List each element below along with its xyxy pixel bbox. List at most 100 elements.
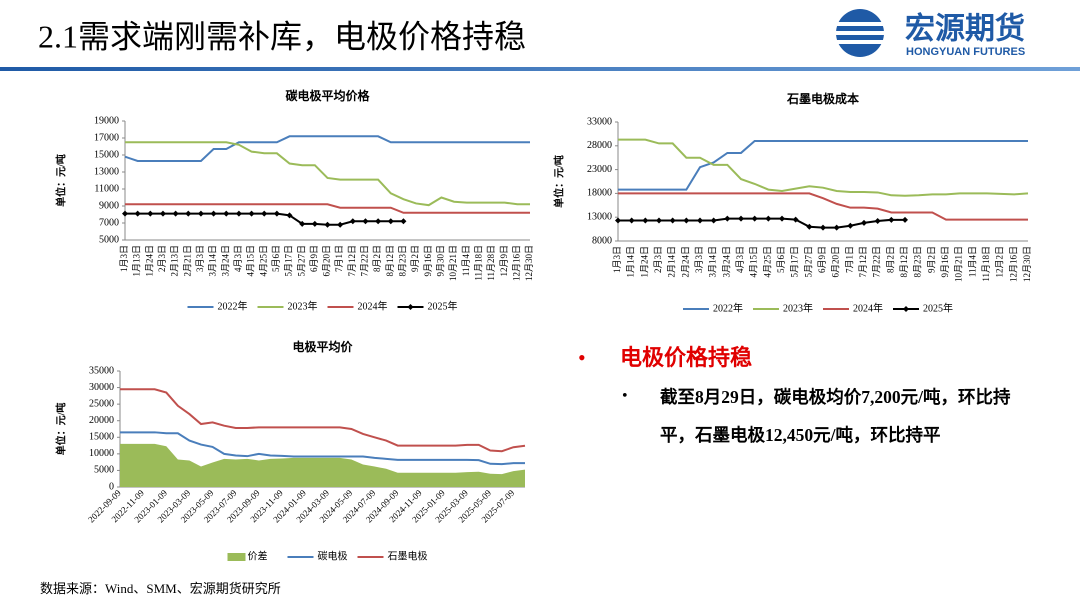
x-tick-label: 8月2日: [372, 245, 382, 272]
y-tick-label: 23000: [587, 164, 612, 175]
legend-swatch: [227, 553, 246, 561]
marker: [299, 220, 306, 227]
legend-label: 2025年: [428, 299, 458, 312]
x-tick-label: 1月3日: [119, 245, 129, 272]
note-heading: 电极价格持稳: [620, 345, 752, 370]
x-tick-label: 5月27日: [803, 246, 813, 278]
y-tick-label: 19000: [94, 115, 119, 126]
marker: [697, 217, 703, 224]
marker: [273, 210, 280, 217]
x-tick-label: 4月15日: [749, 246, 759, 278]
marker: [172, 210, 179, 217]
marker: [223, 210, 230, 217]
source: 数据来源：Wind、SMM、宏源期货研究所: [40, 581, 281, 596]
x-tick-label: 4月15日: [246, 245, 256, 277]
x-tick-label: 6月20日: [322, 245, 332, 277]
marker: [847, 222, 854, 229]
y-tick-label: 0: [109, 481, 114, 492]
x-tick-label: 11月4日: [967, 246, 977, 277]
x-tick-label: 8月2日: [885, 246, 895, 273]
y-tick-label: 33000: [587, 116, 612, 127]
x-tick-label: 11月28日: [486, 245, 496, 281]
x-tick-label: 6月9日: [309, 245, 319, 272]
x-tick-label: 3月14日: [208, 245, 218, 277]
x-tick-label: 7月12日: [347, 245, 357, 277]
x-tick-label: 9月2日: [926, 246, 936, 273]
legend-label: 石墨电极: [388, 549, 428, 562]
marker: [286, 212, 293, 219]
marker: [400, 218, 407, 225]
line: [124, 135, 530, 162]
marker: [387, 218, 394, 225]
x-tick-label: 12月2日: [995, 246, 1005, 278]
marker: [806, 223, 813, 230]
y-tick-label: 5000: [94, 465, 114, 476]
x-tick-label: 10月21日: [448, 245, 458, 281]
y-tick-label: 13000: [587, 211, 612, 222]
y-tick-label: 28000: [587, 140, 612, 151]
x-tick-label: 3月14日: [708, 246, 718, 278]
x-tick-label: 5月17日: [790, 246, 800, 278]
x-tick-label: 12月30日: [1022, 246, 1032, 282]
bullet: •: [578, 345, 586, 370]
marker: [738, 215, 744, 222]
legend-label: 2024年: [358, 299, 388, 312]
marker: [779, 215, 785, 222]
x-tick-label: 12月30日: [524, 245, 534, 281]
x-tick-label: 11月18日: [981, 246, 991, 282]
marker: [751, 215, 758, 222]
x-tick-label: 7月12日: [858, 246, 868, 278]
y-tick-label: 30000: [89, 382, 114, 393]
x-tick-label: 4月25日: [762, 246, 772, 278]
x-tick-label: 8月23日: [913, 246, 923, 278]
x-tick-label: 5月6日: [271, 245, 281, 272]
x-tick-label: 3月24日: [220, 245, 230, 277]
y-tick-label: 5000: [99, 234, 119, 245]
x-tick-label: 4月3日: [233, 245, 243, 272]
y-axis-label: 单位：元/吨: [54, 154, 67, 207]
x-tick-label: 6月20日: [831, 246, 841, 278]
line: [120, 388, 526, 453]
chart-title: 碳电极平均价格: [285, 88, 370, 103]
x-tick-label: 3月24日: [721, 246, 731, 278]
logo-name: 宏源期货: [905, 12, 1025, 47]
legend-label: 2023年: [288, 299, 318, 312]
marker: [337, 221, 344, 228]
marker: [235, 210, 242, 217]
legend-label: 2022年: [218, 299, 248, 312]
marker: [349, 218, 356, 225]
legend-label: 2024年: [853, 301, 883, 314]
x-tick-label: 1月14日: [626, 246, 636, 278]
x-tick-label: 3月3日: [195, 245, 205, 272]
logo-icon: [836, 9, 884, 57]
line: [125, 203, 530, 214]
marker: [197, 210, 204, 217]
marker: [615, 217, 621, 224]
marker: [628, 217, 635, 224]
x-tick-label: 8月12日: [385, 245, 395, 277]
y-tick-label: 8000: [592, 235, 612, 246]
marker: [724, 215, 731, 222]
x-tick-label: 9月16日: [940, 246, 950, 278]
y-tick-label: 25000: [89, 398, 114, 409]
x-tick-label: 8月12日: [899, 246, 909, 278]
x-tick-label: 9月2日: [410, 245, 420, 272]
logo-subtitle: HONGYUAN FUTURES: [906, 46, 1025, 58]
marker: [261, 210, 268, 217]
marker: [185, 210, 192, 217]
x-tick-label: 6月9日: [817, 246, 827, 273]
x-tick-label: 4月3日: [735, 246, 745, 273]
x-tick-label: 7月22日: [872, 246, 882, 278]
line: [618, 217, 905, 229]
line: [125, 141, 530, 207]
legend-label: 2025年: [923, 301, 953, 314]
header-line: [0, 67, 1080, 71]
x-tick-label: 11月18日: [473, 245, 483, 281]
x-tick-label: 8月23日: [398, 245, 408, 277]
line: [120, 431, 525, 466]
x-tick-label: 1月24日: [639, 246, 649, 278]
y-axis-label: 单位：元/吨: [54, 403, 67, 456]
x-tick-label: 12月9日: [499, 245, 509, 277]
legend-label: 碳电极: [318, 549, 348, 562]
x-tick-label: 2月21日: [182, 245, 192, 277]
